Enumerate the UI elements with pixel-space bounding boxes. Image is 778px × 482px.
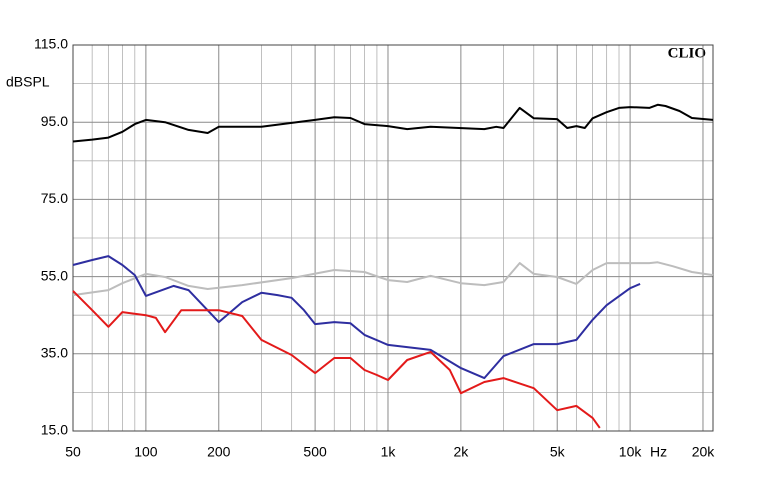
x-tick-label: 50 (65, 444, 81, 460)
y-tick-label: 115.0 (34, 36, 68, 52)
x-tick-label: 200 (207, 444, 231, 460)
y-tick-label: 55.0 (41, 267, 68, 283)
x-tick-label: 10k (619, 444, 643, 460)
x-tick-label: 1k (381, 444, 397, 460)
x-tick-label: 5k (550, 444, 566, 460)
y-tick-label: 35.0 (41, 345, 68, 361)
series-line (72, 290, 601, 429)
x-tick-label: 500 (303, 444, 327, 460)
series-line (72, 261, 714, 297)
series-line (72, 255, 641, 380)
y-tick-label: 15.0 (41, 422, 68, 438)
x-tick-label: 20k (692, 444, 716, 460)
y-tick-label: 75.0 (41, 190, 68, 206)
y-tick-label: 95.0 (41, 113, 68, 129)
plot-frame (72, 44, 714, 432)
x-tick-label: 100 (134, 444, 158, 460)
y-axis-label: dBSPL (6, 74, 50, 90)
annotation: CLIO (668, 45, 706, 61)
x-axis-label: Hz (650, 444, 667, 460)
x-tick-label: 2k (453, 444, 469, 460)
series-line (72, 103, 714, 143)
